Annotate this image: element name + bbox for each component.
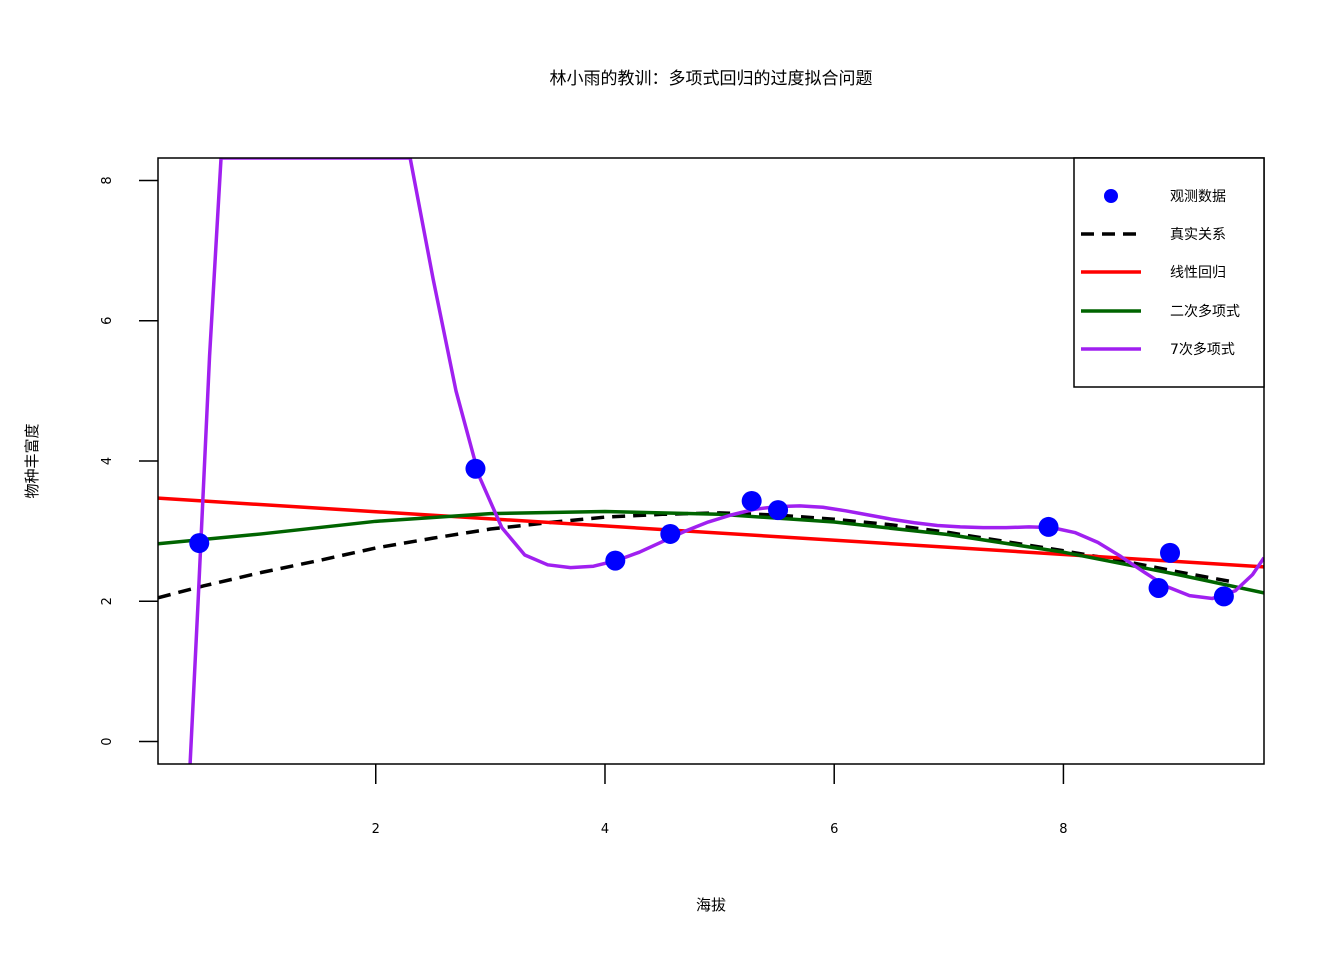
legend-label: 二次多项式 <box>1170 303 1240 320</box>
data-point <box>465 458 486 479</box>
data-point <box>660 523 681 544</box>
data-point <box>741 490 762 511</box>
data-point <box>768 500 789 521</box>
x-tick-label: 6 <box>830 822 838 837</box>
y-tick-label: 4 <box>100 457 115 465</box>
chart-title: 林小雨的教训：多项式回归的过度拟合问题 <box>550 69 873 89</box>
legend-marker-points <box>1104 189 1118 203</box>
data-point <box>1160 542 1181 563</box>
x-tick-label: 4 <box>601 822 609 837</box>
y-tick-label: 6 <box>100 317 115 325</box>
series-line <box>158 496 1264 569</box>
legend-label: 观测数据 <box>1170 189 1226 205</box>
y-tick-label: 8 <box>100 176 115 184</box>
legend-label: 线性回归 <box>1170 264 1226 281</box>
series-line <box>158 509 1264 595</box>
legend-label: 真实关系 <box>1170 227 1226 243</box>
y-axis-label: 物种丰富度 <box>23 423 41 498</box>
data-point <box>1038 516 1059 537</box>
plot-area <box>158 158 1264 764</box>
x-axis-label: 海拔 <box>696 896 726 914</box>
legend-label: 7次多项式 <box>1170 341 1235 358</box>
x-axis: 2 4 6 8 <box>372 764 1068 837</box>
plot-frame <box>157 157 1265 765</box>
y-tick-label: 0 <box>100 737 115 745</box>
data-point <box>1148 577 1169 598</box>
data-point <box>189 533 210 554</box>
data-point <box>1213 586 1234 607</box>
y-tick-label: 2 <box>100 597 115 605</box>
x-tick-label: 8 <box>1059 822 1067 837</box>
y-axis: 0 2 4 6 8 <box>100 176 158 746</box>
data-point <box>605 550 626 571</box>
x-tick-label: 2 <box>372 822 380 837</box>
